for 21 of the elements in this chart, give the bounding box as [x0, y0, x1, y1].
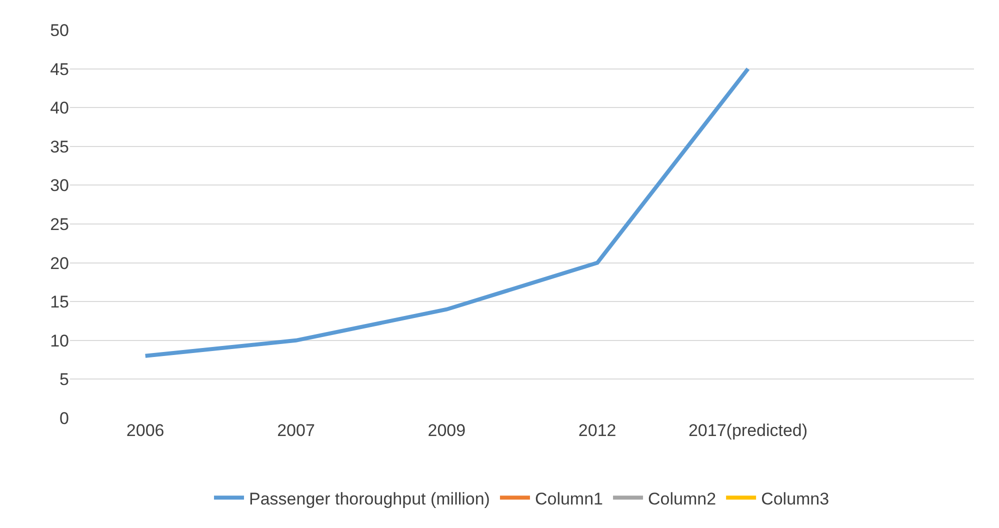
x-tick-label: 2007	[277, 421, 315, 440]
y-tick-label: 10	[50, 331, 69, 350]
y-tick-label: 35	[50, 137, 69, 156]
y-tick-label: 15	[50, 292, 69, 312]
legend-label: Column3	[761, 489, 830, 508]
x-tick-label: 2017(predicted)	[688, 421, 808, 440]
y-tick-label: 5	[60, 370, 69, 390]
line-series	[143, 66, 750, 358]
y-tick-label: 50	[50, 20, 69, 40]
x-tick-label: 2012	[578, 421, 616, 440]
legend-label: Passenger thoroughput (million)	[249, 489, 490, 508]
x-tick-label: 2009	[428, 421, 466, 440]
y-tick-label: 40	[50, 98, 69, 118]
x-tick-label: 2006	[126, 421, 164, 440]
legend-label: Column2	[648, 489, 716, 508]
y-tick-label: 30	[50, 176, 69, 196]
y-tick-label: 25	[50, 214, 69, 234]
y-tick-label: 0	[60, 408, 69, 428]
y-tick-label: 20	[50, 254, 69, 273]
y-tick-label: 45	[50, 60, 69, 79]
legend-label: Column1	[534, 489, 604, 508]
